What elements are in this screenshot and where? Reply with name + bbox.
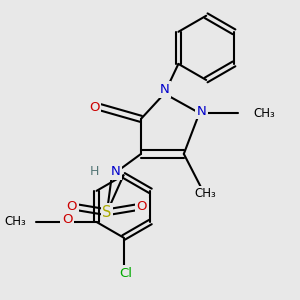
Text: CH₃: CH₃: [254, 106, 276, 119]
Text: N: N: [160, 83, 169, 96]
Text: CH₃: CH₃: [194, 187, 216, 200]
Text: O: O: [62, 213, 73, 226]
Text: N: N: [111, 165, 121, 178]
Text: Cl: Cl: [119, 267, 132, 280]
Text: CH₃: CH₃: [5, 215, 26, 229]
Text: S: S: [102, 205, 112, 220]
Text: O: O: [67, 200, 77, 213]
Text: H: H: [90, 165, 99, 178]
Text: N: N: [196, 105, 206, 118]
Text: O: O: [137, 200, 147, 213]
Text: O: O: [89, 101, 100, 114]
